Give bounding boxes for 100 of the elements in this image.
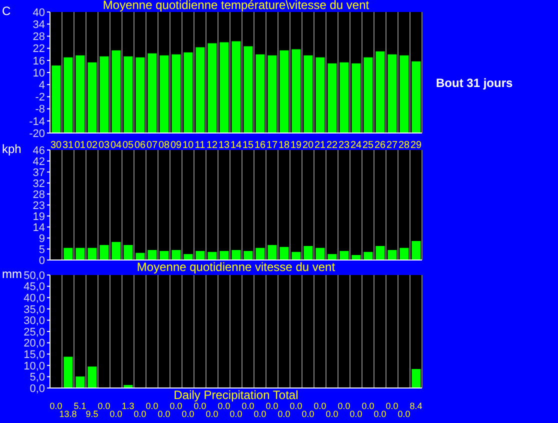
data-label: 0.0 (338, 401, 350, 411)
data-label: 0.0 (50, 401, 62, 411)
data-label: 0.0 (206, 409, 218, 419)
chart-title: Moyenne quotidienne température\vitesse du vent (102, 0, 370, 12)
bar (244, 250, 253, 260)
data-label: 0.0 (146, 401, 158, 411)
y-tick-label: 20,0 (24, 338, 45, 350)
bar (304, 55, 313, 133)
bar (220, 250, 229, 260)
bar (268, 55, 277, 133)
y-tick-label: -20 (29, 128, 45, 140)
x-tick-label: 13 (218, 140, 230, 152)
bar (232, 250, 241, 260)
y-axis-title: mm (2, 267, 22, 281)
bar (316, 248, 325, 260)
x-axis-title: Daily Precipitation Total (172, 388, 300, 402)
y-tick-label: 30,0 (24, 315, 45, 328)
bar (52, 65, 61, 133)
bar (64, 248, 73, 260)
y-tick-label: -14 (29, 116, 45, 128)
bar (376, 246, 385, 260)
bar (184, 254, 193, 260)
y-tick-label: 19 (32, 210, 45, 223)
data-label: 5.1 (74, 401, 86, 411)
x-axis-title: Moyenne quotidienne vitesse du vent (136, 260, 336, 274)
data-label: 0.0 (230, 409, 242, 419)
bar (136, 57, 145, 133)
bar (268, 245, 277, 260)
data-label: 0.0 (182, 409, 194, 419)
data-label: 9.5 (86, 409, 98, 419)
x-tick-label: 20 (302, 140, 314, 152)
x-tick-label: 07 (146, 140, 158, 152)
data-label: 0.0 (362, 401, 374, 411)
y-tick-label: 45,0 (24, 281, 45, 294)
data-label: 0.0 (254, 409, 266, 419)
data-label: 0.0 (398, 409, 410, 419)
bar (148, 250, 157, 260)
x-tick-label: 24 (350, 140, 362, 152)
bar (88, 248, 97, 260)
data-label: 8.4 (410, 401, 422, 411)
data-label: 0.0 (134, 409, 146, 419)
bar (412, 61, 421, 133)
y-tick-label: 32 (32, 178, 45, 190)
x-tick-label: 02 (86, 140, 98, 152)
bar (364, 252, 373, 260)
bar (256, 54, 265, 133)
bar (400, 248, 409, 260)
bar (292, 252, 301, 260)
bar (172, 250, 181, 260)
bar (208, 252, 217, 260)
data-label: 0.0 (98, 401, 110, 411)
bar (376, 51, 385, 133)
data-label: 0.0 (266, 401, 278, 411)
x-tick-label: 31 (62, 140, 74, 152)
data-label: 0.0 (302, 409, 314, 419)
bar (88, 62, 97, 133)
x-tick-label: 30 (50, 140, 62, 152)
data-label: 13.8 (59, 409, 77, 419)
y-tick-label: 4 (38, 80, 45, 92)
x-tick-label: 17 (266, 140, 278, 152)
x-tick-label: 01 (74, 140, 86, 152)
y-tick-label: 40 (32, 6, 45, 19)
bar (340, 250, 349, 260)
x-tick-label: 14 (230, 140, 242, 152)
bar (352, 255, 361, 260)
bar (76, 55, 85, 133)
y-tick-label: 42 (32, 156, 45, 168)
y-tick-label: 23 (32, 200, 45, 212)
bar (388, 250, 397, 260)
bar (244, 46, 253, 133)
bar (304, 246, 313, 260)
bar (292, 49, 301, 133)
y-tick-label: 22 (32, 43, 45, 56)
bar (328, 63, 337, 133)
x-tick-label: 22 (326, 140, 338, 152)
data-label: 0.0 (218, 401, 230, 411)
bar (340, 62, 349, 133)
bar (352, 63, 361, 133)
y-tick-label: 14 (32, 222, 45, 234)
x-tick-label: 21 (314, 140, 326, 152)
x-tick-label: 11 (194, 140, 206, 152)
y-tick-label: 40,0 (24, 292, 45, 305)
bar (64, 356, 73, 388)
bar (220, 42, 229, 133)
x-tick-label: 18 (278, 140, 290, 152)
bar (232, 41, 241, 133)
bar (388, 54, 397, 133)
data-label: 0.0 (158, 409, 170, 419)
x-tick-label: 15 (242, 140, 254, 152)
bar (124, 56, 133, 133)
y-tick-label: 5 (38, 244, 45, 256)
data-label: 0.0 (374, 409, 386, 419)
x-tick-label: 06 (134, 140, 146, 152)
x-tick-label: 05 (122, 140, 134, 152)
bar (196, 47, 205, 133)
bar (208, 43, 217, 133)
data-label: 0.0 (170, 401, 182, 411)
y-tick-label: 35,0 (24, 304, 45, 316)
data-label: 1.3 (122, 401, 134, 411)
data-label: 0.0 (290, 401, 302, 411)
